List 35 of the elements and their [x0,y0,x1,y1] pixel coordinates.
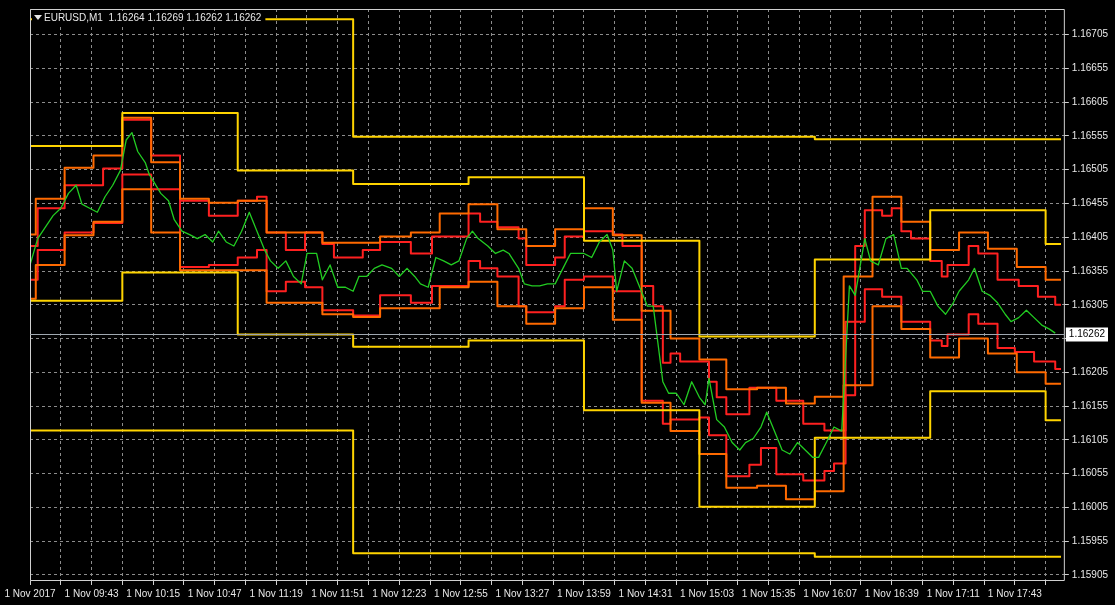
x-tick-label: 1 Nov 17:43 [987,587,1043,599]
x-tick-label: 1 Nov 15:03 [680,587,735,599]
x-tick-label: 1 Nov 09:43 [64,587,119,599]
y-tick-label: 1.16205 [1071,366,1109,378]
x-tick-label: 1 Nov 13:59 [557,587,612,599]
y-tick-label: 1.16305 [1071,298,1109,310]
y-tick-label: 1.16505 [1071,163,1109,175]
x-tick-label: 1 Nov 16:39 [864,587,920,599]
chart-title: EURUSD,M1 1.16264 1.16269 1.16262 1.16262 [44,11,262,23]
y-tick-label: 1.16005 [1071,501,1109,513]
ref-line-label: 1.16262 [1068,328,1106,340]
y-tick-label: 1.16655 [1071,62,1109,74]
x-tick-label: 1 Nov 17:11 [926,587,981,599]
x-tick-label: 1 Nov 14:31 [618,587,673,599]
y-tick-label: 1.16355 [1071,264,1109,276]
y-tick-label: 1.16405 [1071,231,1109,243]
y-tick-label: 1.15955 [1071,534,1109,546]
y-tick-label: 1.16605 [1071,95,1109,107]
y-tick-label: 1.16455 [1071,197,1109,209]
x-tick-label: 1 Nov 10:47 [187,587,243,599]
x-tick-label: 1 Nov 11:51 [311,587,365,599]
y-tick-label: 1.16705 [1071,28,1109,40]
x-tick-label: 1 Nov 16:07 [803,587,858,599]
y-tick-label: 1.15905 [1071,568,1109,580]
x-tick-label: 1 Nov 10:15 [126,587,181,599]
x-tick-label: 1 Nov 13:27 [495,587,550,599]
y-tick-label: 1.16055 [1071,467,1109,479]
x-tick-label: 1 Nov 15:35 [741,587,797,599]
y-tick-label: 1.16555 [1071,129,1109,141]
y-tick-label: 1.16155 [1071,399,1109,411]
x-tick-label: 1 Nov 11:19 [249,587,304,599]
x-tick-label: 1 Nov 12:23 [372,587,427,599]
x-tick-label: 1 Nov 12:55 [433,587,489,599]
x-tick-label: 1 Nov 2017 [4,587,57,599]
y-tick-label: 1.16105 [1071,433,1109,445]
